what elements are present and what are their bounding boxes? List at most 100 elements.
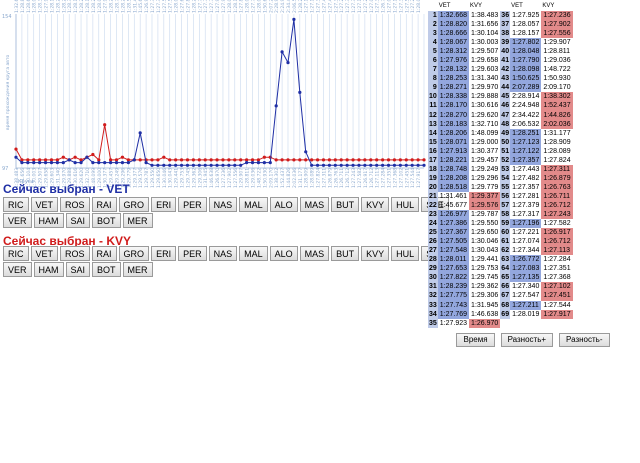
vet-select-alo-button[interactable]: ALO [269, 197, 298, 212]
kvy-select-nas-button[interactable]: NAS [208, 246, 238, 261]
table-row: 6 1:27.976 1:29.658 41 1:27.790 1:29.036 [428, 56, 573, 66]
table-row: 3 1:28.666 1:30.104 38 1:28.157 1:27.556 [428, 29, 573, 39]
vet-lap-time: 1:26.772 [510, 255, 542, 265]
kvy-select-but-button[interactable]: BUT [331, 246, 360, 261]
vet-select-vet-button[interactable]: VET [30, 197, 59, 212]
vet-select-nas-button[interactable]: NAS [208, 197, 238, 212]
vet-select-mal-button[interactable]: MAL [239, 197, 268, 212]
vet-point [209, 163, 213, 167]
vet-select-bot-button[interactable]: BOT [92, 213, 121, 228]
kvy-lap-time: 1:27.582 [543, 220, 571, 228]
vet-lap-time: 1:27.317 [512, 211, 540, 219]
kvy-select-gro-button[interactable]: GRO [118, 246, 150, 261]
diff-minus-button[interactable]: Разность- [559, 333, 610, 347]
kvy-select-vet-button[interactable]: VET [30, 246, 59, 261]
lap-number: 12 [428, 110, 438, 120]
vet-lap-time: 1:28.011 [437, 255, 470, 265]
kvy-point [61, 155, 65, 159]
top-tick-label: 1:28.239 [191, 0, 197, 13]
lap-number: 6 [428, 56, 438, 66]
lap-number: 16 [428, 146, 438, 156]
vet-select-per-button[interactable]: PER [178, 197, 207, 212]
kvy-point [304, 158, 308, 162]
vet-point [20, 160, 24, 165]
lap-number: 19 [428, 173, 438, 183]
vet-point [422, 163, 426, 167]
lap-number: 3 [428, 29, 438, 39]
bottom-tick-label: 1:29.000 [97, 168, 103, 188]
top-tick-label: 1:27.547 [404, 0, 410, 13]
vet-select-hul-button[interactable]: HUL [391, 197, 420, 212]
vet-select-sai-button[interactable]: SAI [65, 213, 91, 228]
kvy-point [422, 158, 426, 162]
vet-select-but-button[interactable]: BUT [331, 197, 360, 212]
kvy-point [120, 155, 125, 159]
kvy-select-eri-button[interactable]: ERI [151, 246, 177, 261]
kvy-select-ric-button[interactable]: RIC [3, 246, 29, 261]
kvy-select-mas-button[interactable]: MAS [299, 246, 330, 261]
kvy-select-sai-button[interactable]: SAI [65, 262, 91, 277]
bottom-tick-label: 1:29.296 [120, 168, 126, 188]
top-tick-label: 1:27.123 [304, 0, 310, 13]
vet-lap-time: 1:28.820 [437, 20, 470, 30]
bottom-tick-label: 1:30.046 [162, 168, 168, 188]
bottom-tick-label: 2:02.036 [292, 168, 298, 188]
kvy-select-mer-button[interactable]: MER [122, 262, 153, 277]
top-tick-label: 1:27.653 [180, 0, 186, 13]
bottom-tick-label: 1:31.656 [20, 168, 26, 188]
top-tick-label: 1:28.271 [61, 0, 67, 13]
bottom-tick-label: 1:29.620 [79, 168, 85, 188]
kvy-select-ham-button[interactable]: HAM [33, 262, 64, 277]
vet-select-kvy-button[interactable]: KVY [361, 197, 390, 212]
vet-point [38, 160, 42, 165]
kvy-lap-time: 1:29.779 [471, 183, 499, 191]
vet-select-mer-button[interactable]: MER [122, 213, 153, 228]
kvy-point [416, 158, 420, 162]
bottom-tick-label: 2:09.170 [268, 168, 274, 188]
kvy-select-hul-button[interactable]: HUL [391, 246, 420, 261]
top-tick-label: 1:28.057 [227, 0, 233, 13]
bottom-tick-label: 1:27.544 [410, 168, 416, 188]
top-tick-label: 1:28.666 [26, 0, 32, 13]
vet-select-mas-button[interactable]: MAS [299, 197, 330, 212]
kvy-select-alo-button[interactable]: ALO [269, 246, 298, 261]
kvy-lap-time: 1:29.970 [471, 84, 499, 92]
lap-time-chart: 1:32.668 1:28.820 1:28.666 1:28.067 1:28.312… [2, 0, 426, 188]
vet-select-rai-button[interactable]: RAI [91, 197, 117, 212]
lap-number: 67 [500, 291, 511, 301]
kvy-point [162, 155, 166, 159]
kvy-select-rai-button[interactable]: RAI [91, 246, 117, 261]
kvy-select-bot-button[interactable]: BOT [92, 262, 121, 277]
vet-lap-time: 1:27.123 [510, 137, 542, 147]
vet-point [109, 160, 113, 165]
lap-number: 26 [428, 237, 438, 247]
lap-number: 57 [500, 200, 511, 211]
vet-select-ver-button[interactable]: VER [3, 213, 32, 228]
lap-number: 38 [500, 29, 511, 39]
kvy-select-ros-button[interactable]: ROS [60, 246, 90, 261]
bottom-tick-label: 1:29.249 [115, 168, 121, 188]
kvy-lap-time: 1:28.811 [543, 48, 571, 56]
vet-select-eri-button[interactable]: ERI [151, 197, 177, 212]
vet-point [227, 163, 231, 167]
bottom-tick-label: 1:27.902 [227, 168, 233, 188]
diff-plus-button[interactable]: Разность+ [500, 333, 554, 347]
vet-select-ros-button[interactable]: ROS [60, 197, 90, 212]
kvy-select-per-button[interactable]: PER [178, 246, 207, 261]
top-tick-label: 1:27.221 [363, 0, 369, 13]
kvy-point [274, 158, 278, 162]
time-button[interactable]: Время [456, 333, 495, 347]
top-tick-label: 1:28.338 [67, 0, 73, 13]
vet-point [250, 160, 255, 165]
kvy-select-ver-button[interactable]: VER [3, 262, 32, 277]
selected-driver-kvy: Сейчас выбран - KVY [3, 234, 131, 248]
top-tick-label: 1:28.208 [120, 0, 126, 13]
kvy-point [363, 158, 367, 162]
vet-select-ham-button[interactable]: HAM [33, 213, 64, 228]
vet-select-gro-button[interactable]: GRO [118, 197, 150, 212]
kvy-select-mal-button[interactable]: MAL [239, 246, 268, 261]
vet-point [191, 163, 195, 167]
kvy-select-kvy-button[interactable]: KVY [361, 246, 390, 261]
bottom-tick-label: 1:29.745 [185, 168, 191, 188]
vet-select-ric-button[interactable]: RIC [3, 197, 29, 212]
